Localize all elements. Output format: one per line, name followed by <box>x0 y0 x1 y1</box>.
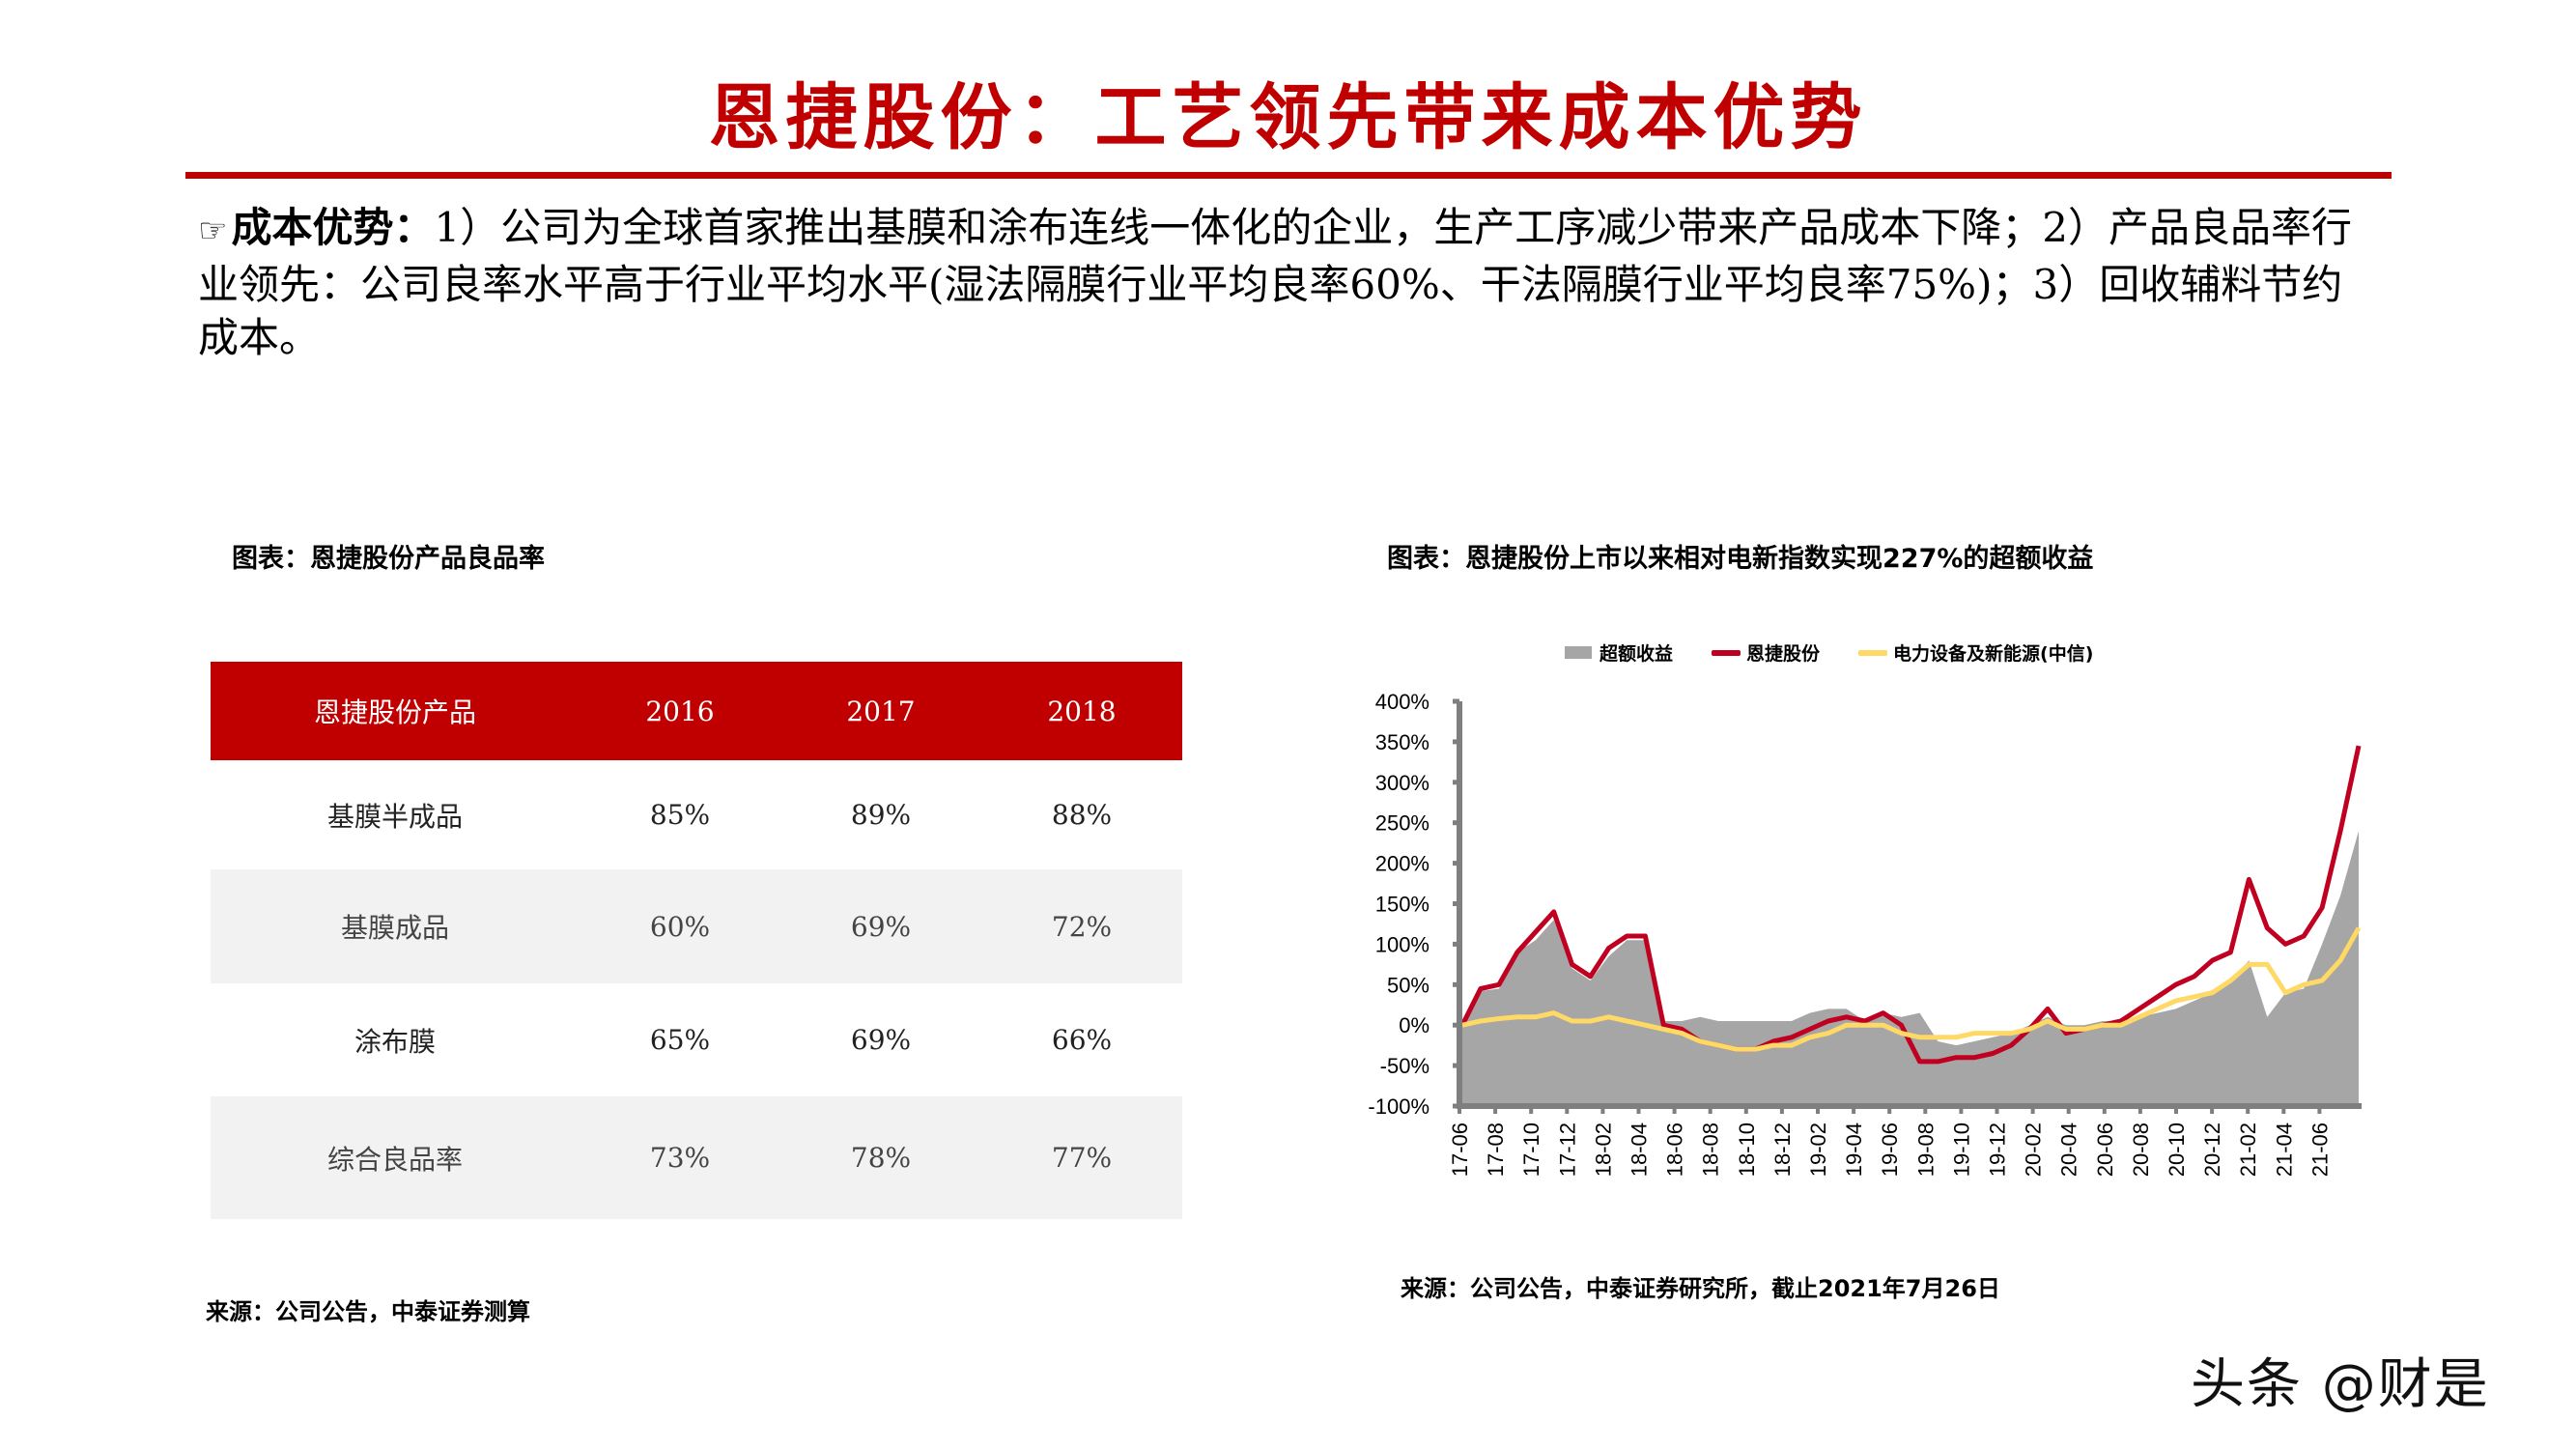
cell-value: 65% <box>580 983 780 1096</box>
y-tick-label: 0% <box>1399 1013 1430 1037</box>
intro-lead: 成本优势： <box>231 204 435 251</box>
table-row: 涂布膜 65% 69% 66% <box>211 983 1182 1096</box>
y-axis-labels: 400% 350% 300% 250% 200% 150% 100% 50% 0% -50% -10… <box>1368 690 1430 1119</box>
cell-value: 66% <box>981 983 1182 1096</box>
x-tick-label: 17-12 <box>1555 1122 1579 1177</box>
cell-value: 72% <box>981 869 1182 983</box>
x-tick-label: 20-06 <box>2093 1122 2117 1177</box>
plot-area <box>1459 745 2362 1106</box>
x-tick-label: 18-10 <box>1735 1122 1759 1177</box>
x-tick-label: 20-02 <box>2022 1122 2046 1177</box>
x-tick-label: 18-08 <box>1699 1122 1723 1177</box>
x-tick-label: 21-04 <box>2272 1122 2296 1177</box>
y-tick-label: 250% <box>1375 811 1430 836</box>
cell-value: 89% <box>780 760 981 869</box>
x-tick-label: 17-06 <box>1448 1122 1472 1177</box>
x-axis-labels: 17-06 17-08 17-10 17-12 18-02 18-04 18-06 18-08… <box>1448 1122 2332 1177</box>
series-line <box>1461 926 2362 1052</box>
x-tick-label: 18-06 <box>1663 1122 1687 1177</box>
row-label: 基膜半成品 <box>211 760 580 869</box>
x-tick-label: 18-04 <box>1628 1122 1652 1177</box>
legend-label: 电力设备及新能源(中信) <box>1893 643 2094 665</box>
cell-value: 78% <box>780 1096 981 1219</box>
y-tick-label: 200% <box>1375 852 1430 876</box>
x-tick-label: 19-08 <box>1913 1122 1938 1177</box>
cell-value: 69% <box>780 983 981 1096</box>
x-tick-label: 20-04 <box>2057 1122 2081 1177</box>
cell-value: 60% <box>580 869 780 983</box>
x-tick-label: 18-02 <box>1591 1122 1615 1177</box>
legend-label: 超额收益 <box>1599 643 1674 665</box>
table-row: 基膜成品 60% 69% 72% <box>211 869 1182 983</box>
y-tick-label: 50% <box>1387 973 1430 997</box>
y-axis-ticks <box>1453 698 1459 1109</box>
y-tick-label: 400% <box>1375 690 1430 714</box>
y-tick-label: -50% <box>1380 1054 1430 1078</box>
y-tick-label: 150% <box>1375 893 1430 917</box>
x-tick-label: 20-12 <box>2200 1122 2224 1177</box>
x-tick-label: 19-02 <box>1806 1122 1830 1177</box>
line-swatch-icon <box>1858 649 1888 656</box>
excess-return-chart: 400% 350% 300% 250% 200% 150% 100% 50% 0% -50% -10… <box>1368 690 2362 1177</box>
legend-label: 恩捷股份 <box>1746 643 1821 665</box>
row-label: 综合良品率 <box>211 1096 580 1219</box>
header-product: 恩捷股份产品 <box>211 662 580 760</box>
table-source-note: 来源：公司公告，中泰证券测算 <box>206 1298 530 1325</box>
x-tick-label: 21-02 <box>2236 1122 2260 1177</box>
header-2018: 2018 <box>981 662 1182 760</box>
row-label: 涂布膜 <box>211 983 580 1096</box>
watermark: 头条 @财是 <box>2191 1353 2490 1416</box>
cell-value: 73% <box>580 1096 780 1219</box>
y-tick-label: 300% <box>1375 771 1430 795</box>
cell-value: 69% <box>780 869 981 983</box>
table-header-row: 恩捷股份产品 2016 2017 2018 <box>211 662 1182 760</box>
x-tick-label: 20-08 <box>2129 1122 2153 1177</box>
y-tick-label: 100% <box>1375 932 1430 956</box>
header-2016: 2016 <box>580 662 780 760</box>
table-caption: 图表：恩捷股份产品良品率 <box>232 544 545 574</box>
y-tick-label: 350% <box>1375 730 1430 754</box>
legend-item-power-index: 电力设备及新能源(中信) <box>1858 639 2093 666</box>
chart-caption: 图表：恩捷股份上市以来相对电新指数实现227%的超额收益 <box>1387 544 2094 574</box>
cell-value: 88% <box>981 760 1182 869</box>
x-tick-label: 19-10 <box>1949 1122 1973 1177</box>
series-line <box>1459 745 2362 1065</box>
line-swatch-icon <box>1712 649 1741 656</box>
legend-item-enjie: 恩捷股份 <box>1712 639 1820 666</box>
header-2017: 2017 <box>780 662 981 760</box>
x-tick-label: 18-12 <box>1770 1122 1795 1177</box>
x-tick-label: 17-08 <box>1484 1122 1508 1177</box>
yield-rate-table: 恩捷股份产品 2016 2017 2018 基膜半成品 85% 89% 88% … <box>211 662 1182 1219</box>
row-label: 基膜成品 <box>211 869 580 983</box>
x-axis-ticks <box>1458 1106 2322 1114</box>
x-tick-label: 19-04 <box>1842 1122 1866 1177</box>
title-divider <box>185 172 2392 179</box>
intro-paragraph: ☞成本优势：1）公司为全球首家推出基膜和涂布连线一体化的企业，生产工序减少带来产… <box>198 201 2381 364</box>
y-tick-label: -100% <box>1368 1094 1430 1119</box>
x-tick-label: 21-06 <box>2307 1122 2332 1177</box>
chart-source-note: 来源：公司公告，中泰证券研究所，截止2021年7月26日 <box>1401 1275 2000 1302</box>
x-tick-label: 19-06 <box>1878 1122 1902 1177</box>
slide-title: 恩捷股份：工艺领先带来成本优势 <box>708 76 1868 159</box>
cell-value: 77% <box>981 1096 1182 1219</box>
x-tick-label: 20-10 <box>2165 1122 2189 1177</box>
area-swatch-icon <box>1565 646 1592 659</box>
intro-text: 1）公司为全球首家推出基膜和涂布连线一体化的企业，生产工序减少带来产品成本下降；… <box>198 204 2352 361</box>
table-row: 综合良品率 73% 78% 77% <box>211 1096 1182 1219</box>
table-row: 基膜半成品 85% 89% 88% <box>211 760 1182 869</box>
x-tick-label: 17-10 <box>1519 1122 1543 1177</box>
chart-legend: 超额收益 恩捷股份 电力设备及新能源(中信) <box>1565 639 2132 666</box>
legend-item-excess-return: 超额收益 <box>1565 639 1673 666</box>
x-tick-label: 19-12 <box>1986 1122 2010 1177</box>
pointing-hand-icon: ☞ <box>198 212 228 250</box>
cell-value: 85% <box>580 760 780 869</box>
